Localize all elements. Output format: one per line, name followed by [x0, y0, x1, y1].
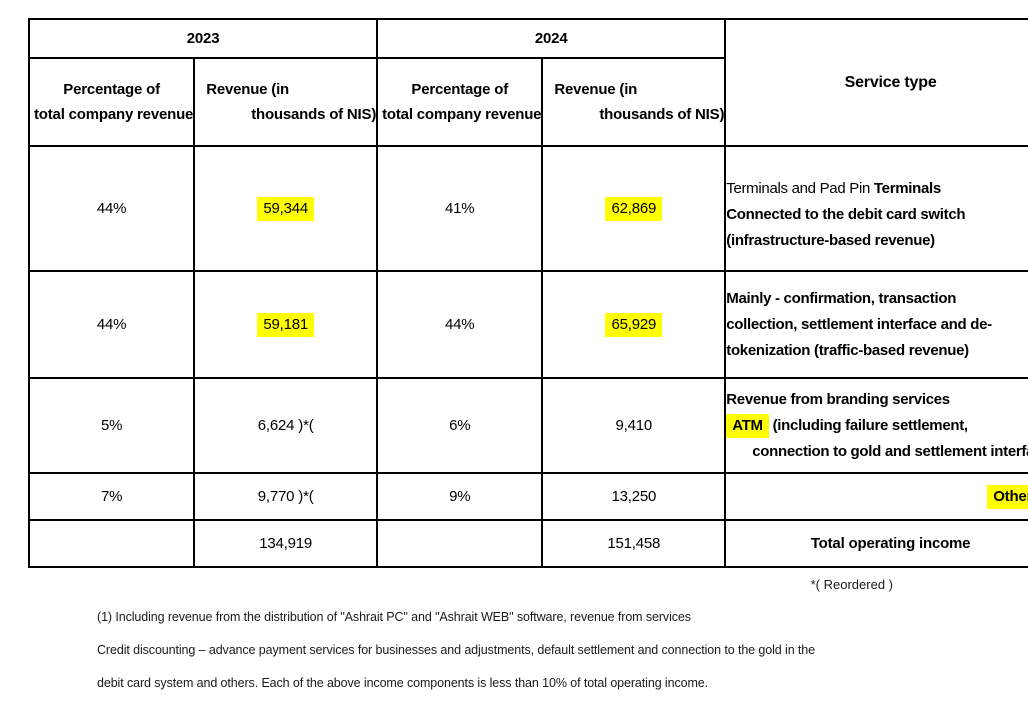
year-header-2023: 2023 — [27, 18, 379, 59]
table-row-years: 2023 2024 Service type — [27, 18, 1028, 147]
service-r3-line1: Revenue from branding services — [726, 390, 950, 408]
rev-header-2024-line1: Revenue (in — [554, 81, 638, 98]
cell-rev-2023-r4: 9,770 )*( — [193, 472, 379, 521]
pct-header-2024-line2: total company revenue — [382, 106, 542, 123]
service-r3-line2-rest: (including failure settlement, — [768, 416, 969, 434]
revenue-by-service-table: 2023 2024 Service type Percentage of tot… — [27, 18, 1028, 568]
cell-service-r3: Revenue from branding services ATM (incl… — [724, 377, 1028, 474]
pct-header-2023-line2: total company revenue — [34, 106, 194, 123]
cell-pct-2023-r1: 44% — [27, 145, 196, 272]
table-row-traffic: 44% 59,181 44% 65,929 Mainly - confirmat… — [27, 270, 1028, 379]
highlight-rev-2024-r2: 65,929 — [605, 313, 663, 337]
footnote-line2: Credit discounting – advance payment ser… — [97, 643, 815, 657]
highlight-rev-2023-r2: 59,181 — [257, 313, 314, 337]
rev-header-2023-line1: Revenue (in — [206, 81, 290, 98]
pct-header-2023-line1: Percentage of — [63, 81, 160, 98]
rev-header-2024: Revenue (in thousands of NIS) — [541, 57, 727, 147]
cell-pct-2024-r2: 44% — [376, 270, 544, 379]
pct-header-2024: Percentage of total company revenue — [376, 57, 544, 147]
cell-rev-2024-r1: 62,869 — [541, 145, 727, 272]
cell-rev-2024-r3: 9,410 — [541, 377, 727, 474]
year-header-2024: 2024 — [376, 18, 727, 59]
cell-pct-2024-r1: 41% — [376, 145, 544, 272]
cell-rev-2023-r3: 6,624 )*( — [193, 377, 379, 474]
footnote-line1: (1) Including revenue from the distribut… — [97, 610, 691, 624]
rev-header-2024-line2: thousands of NIS) — [599, 106, 725, 123]
service-r3-line3: connection to gold and settlement interf… — [752, 442, 1028, 460]
highlight-atm: ATM — [726, 413, 769, 438]
service-type-header: Service type — [724, 18, 1028, 147]
service-r2-line3: tokenization (traffic-based revenue) — [726, 341, 969, 359]
pct-header-2023: Percentage of total company revenue — [27, 57, 196, 147]
cell-pct-2023-r4: 7% — [27, 472, 196, 521]
cell-service-r1: Terminals and Pad Pin Terminals Connecte… — [724, 145, 1028, 272]
service-r1-line2: Connected to the debit card switch — [726, 206, 966, 223]
cell-pct-2024-r3: 6% — [376, 377, 544, 474]
cell-rev-2024-r2: 65,929 — [541, 270, 727, 379]
service-r2-line2: collection, settlement interface and de- — [726, 315, 992, 333]
pct-header-2024-line1: Percentage of — [411, 81, 509, 98]
footnote-line3: debit card system and others. Each of th… — [97, 676, 708, 690]
cell-pct-2023-r2: 44% — [27, 270, 196, 379]
cell-pct-2024-total — [376, 519, 544, 568]
cell-rev-2023-r1: 59,344 — [193, 145, 379, 272]
cell-rev-2023-total: 134,919 — [193, 519, 379, 568]
table-row-other: 7% 9,770 )*( 9% 13,250 Other (1) — [27, 472, 1028, 521]
cell-rev-2024-r4: 13,250 — [541, 472, 727, 521]
rev-header-2023-line2: thousands of NIS) — [251, 106, 377, 123]
service-r1-line3: (infrastructure-based revenue) — [726, 232, 935, 249]
service-r1-line1-regular: Terminals and Pad Pin — [726, 180, 874, 197]
service-r3-line2: ATM (including failure settlement, — [726, 413, 1028, 439]
cell-pct-2023-total — [27, 519, 196, 568]
table-row-subheaders: Percentage of total company revenue Reve… — [27, 57, 1028, 147]
service-r2-line1: Mainly - confirmation, transaction — [726, 289, 957, 307]
cell-pct-2023-r3: 5% — [27, 377, 196, 474]
cell-rev-2024-total: 151,458 — [541, 519, 727, 568]
table-row-infrastructure: 44% 59,344 41% 62,869 Terminals and Pad … — [27, 145, 1028, 272]
cell-rev-2023-r2: 59,181 — [193, 270, 379, 379]
table-row-total: 134,919 151,458 Total operating income — [27, 519, 1028, 568]
table-row-branding-atm: 5% 6,624 )*( 6% 9,410 Revenue from brand… — [27, 377, 1028, 474]
cell-service-r4: Other (1) — [724, 472, 1028, 521]
cell-pct-2024-r4: 9% — [376, 472, 544, 521]
footnote-reordered: *( Reordered ) — [810, 577, 893, 592]
highlight-rev-2024-r1: 62,869 — [605, 197, 663, 221]
rev-header-2023: Revenue (in thousands of NIS) — [193, 57, 379, 147]
service-r1-line1: Terminals and Pad Pin Terminals — [726, 176, 1028, 202]
service-r1-line1-bold: Terminals — [873, 180, 941, 197]
cell-service-r2: Mainly - confirmation, transaction colle… — [724, 270, 1028, 379]
highlight-other: Other (1) — [987, 485, 1028, 509]
cell-service-total: Total operating income — [724, 519, 1028, 568]
highlight-rev-2023-r1: 59,344 — [257, 197, 314, 221]
